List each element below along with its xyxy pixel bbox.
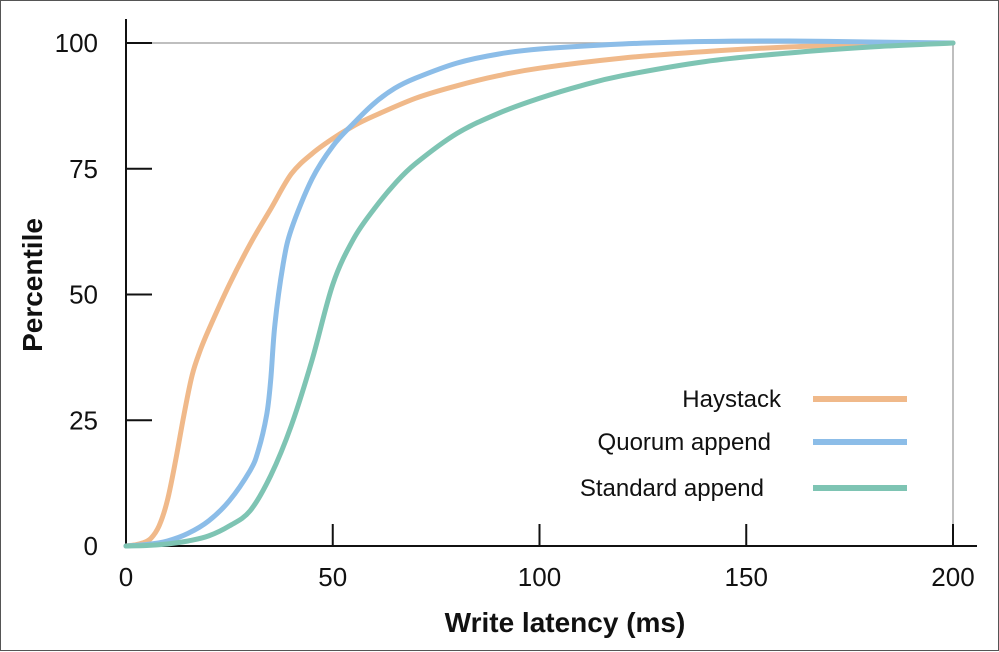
legend-label: Haystack	[682, 386, 782, 413]
legend-label: Standard append	[580, 475, 764, 502]
x-tick-label: 150	[725, 562, 768, 592]
axes	[125, 19, 977, 547]
series-line-2	[123, 38, 956, 549]
x-tick-label: 100	[518, 562, 561, 592]
legend-label: Quorum append	[598, 429, 771, 456]
x-tick-label: 200	[931, 562, 974, 592]
x-tick-label: 50	[318, 562, 347, 592]
series-line-1	[123, 40, 956, 549]
series-group	[123, 38, 956, 549]
axis-ticks: 0 50 100 150 200 0 25 50 75 100	[55, 28, 975, 592]
y-tick-label: 75	[69, 154, 98, 184]
y-tick-label: 50	[69, 280, 98, 310]
y-axis-title: Percentile	[17, 218, 48, 352]
legend: Haystack Quorum append Standard append	[580, 386, 907, 502]
x-axis-title: Write latency (ms)	[445, 607, 686, 638]
series-line-3	[123, 40, 956, 549]
x-tick-label: 0	[119, 562, 133, 592]
y-tick-label: 25	[69, 405, 98, 435]
y-tick-label: 0	[84, 531, 98, 561]
y-tick-label: 100	[55, 28, 98, 58]
